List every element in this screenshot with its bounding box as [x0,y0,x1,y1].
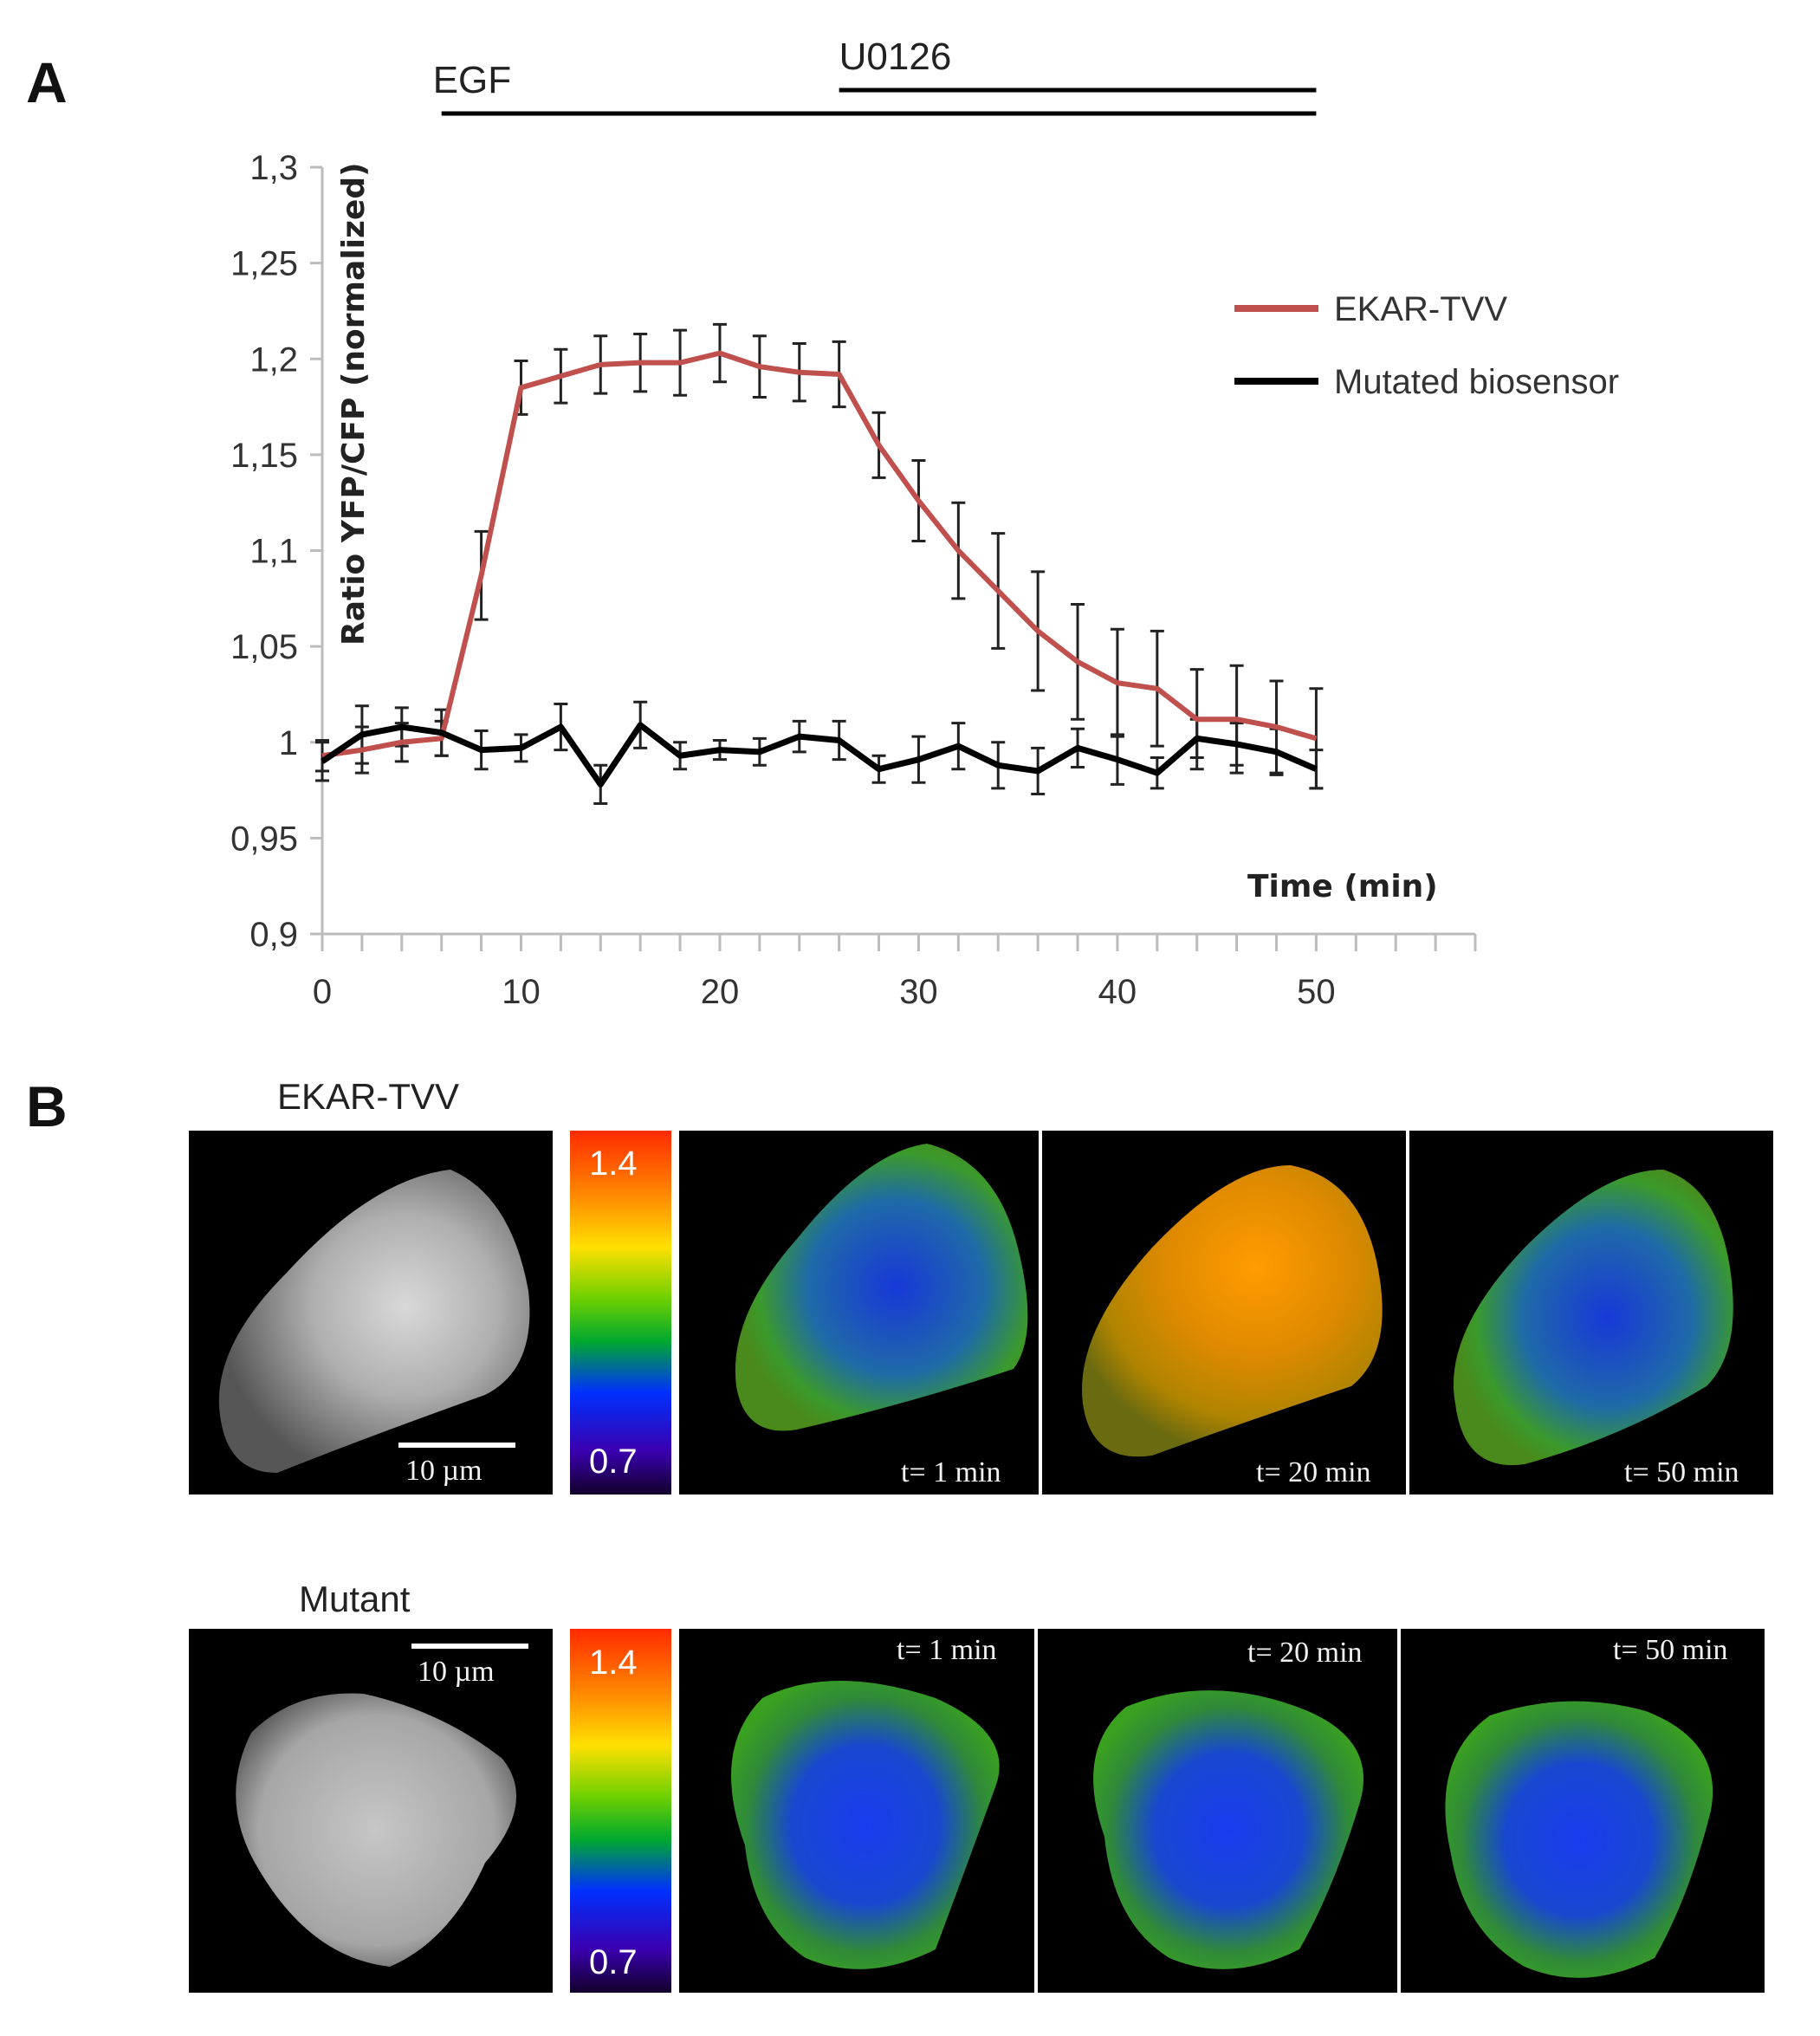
colorbar-max-label: 1.4 [589,1144,638,1183]
timepoint-label: t= 1 min [901,1456,1001,1488]
x-tick-label: 10 [502,973,541,1011]
y-tick-label: 1,15 [230,437,298,475]
y-tick-label: 1,2 [249,340,298,379]
row-title-mutant: Mutant [299,1579,411,1619]
series-line-mutated-biosensor [321,722,1318,788]
timepoint-label: t= 20 min [1256,1456,1371,1488]
scale-bar-label: 10 µm [405,1455,483,1487]
colorbar-min-label: 0.7 [589,1443,638,1481]
timepoint-label: t= 1 min [897,1634,997,1666]
treatment-label: EGF [433,59,511,101]
x-tick-label: 40 [1098,973,1137,1011]
colorbar-min-label: 0.7 [589,1943,638,1981]
panel-letter-b: B [26,1074,68,1138]
row-title-ekar-tvv: EKAR-TVV [277,1076,459,1117]
legend: EKAR-TVV Mutated biosensor [1234,290,1619,401]
grayscale-image-mutant: 10 µm [189,1629,553,1993]
x-tick-label: 50 [1297,973,1336,1011]
ratio-image-mutant-t20: t= 20 min [1038,1629,1397,1993]
y-tick-label: 1 [279,724,298,762]
ratio-image-ekar-t1: t= 1 min [679,1131,1039,1495]
x-tick-label: 30 [899,973,938,1011]
panel-letter-a: A [26,50,68,114]
ratio-image-mutant-t1: t= 1 min [679,1629,1034,1993]
colorbar: 1.4 0.7 [570,1629,671,1993]
x-axis-label: Time (min) [1247,869,1438,905]
y-axis: 0,9 0,95 1 1,05 1,1 1,15 1,2 1,25 1,3 [230,149,324,954]
treatment-label: U0126 [839,36,952,78]
x-axis: 0 10 20 30 40 50 [313,932,1477,1011]
timepoint-label: t= 20 min [1247,1637,1363,1669]
y-tick-label: 1,25 [230,245,298,283]
ratio-image-mutant-t50: t= 50 min [1401,1629,1765,1993]
ratio-image-ekar-t50: t= 50 min [1409,1131,1773,1495]
legend-label-mutated-biosensor: Mutated biosensor [1334,363,1619,401]
ratio-image-ekar-t20: t= 20 min [1042,1131,1406,1495]
colorbar-max-label: 1.4 [589,1644,638,1682]
y-tick-label: 1,05 [230,628,298,666]
grayscale-image-ekar-tvv: 10 µm [189,1131,553,1495]
y-tick-label: 0,95 [230,820,298,858]
treatment-bars: EGF U0126 [433,36,1317,116]
colorbar: 1.4 0.7 [570,1131,671,1495]
y-tick-label: 1,3 [249,149,298,187]
timepoint-label: t= 50 min [1624,1456,1739,1488]
x-tick-label: 20 [701,973,740,1011]
series-line-ekar-tvv [321,350,1318,759]
error-bars [315,322,1324,806]
y-tick-label: 0,9 [249,916,298,954]
y-tick-label: 1,1 [249,533,298,571]
x-tick-label: 0 [313,973,332,1011]
series-lines [321,350,1318,788]
line-chart: 0,9 0,95 1 1,05 1,1 1,15 1,2 1,25 1,3 0 10 20 30 40 5… [230,149,1477,1011]
scale-bar-label: 10 µm [418,1656,495,1688]
y-axis-label: Ratio YFP/CFP (normalized) [336,162,372,645]
legend-label-ekar-tvv: EKAR-TVV [1334,290,1507,328]
timepoint-label: t= 50 min [1613,1634,1728,1666]
